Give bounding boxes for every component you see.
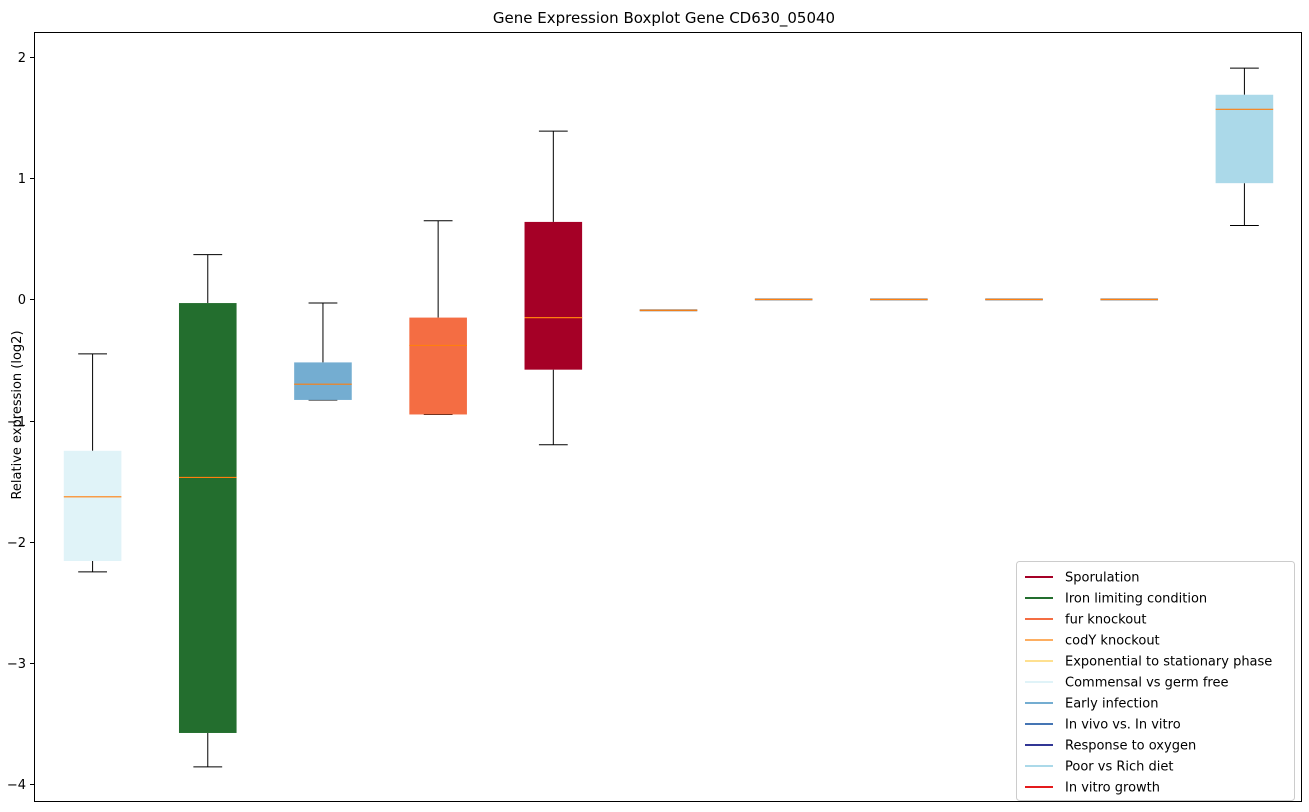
box-group bbox=[409, 220, 467, 415]
legend-label: Poor vs Rich diet bbox=[1065, 760, 1173, 775]
legend-label: In vitro growth bbox=[1065, 781, 1160, 796]
y-tick-label: 0 bbox=[18, 293, 26, 308]
y-axis-title: Relative expression (log2) bbox=[10, 330, 25, 499]
y-tick-label: −3 bbox=[7, 657, 26, 672]
legend: Sporulation Iron limiting condition fur kn… bbox=[1016, 561, 1295, 801]
box-body bbox=[524, 221, 583, 370]
box-group bbox=[754, 298, 813, 301]
box-group bbox=[639, 309, 698, 312]
legend-label: Early infection bbox=[1065, 697, 1158, 712]
y-tick-label: −1 bbox=[7, 415, 26, 430]
y-tick-label: 2 bbox=[18, 51, 26, 66]
box-group bbox=[985, 298, 1043, 301]
box-group bbox=[63, 353, 122, 573]
boxes-layer bbox=[63, 67, 1274, 768]
y-tick-label: 1 bbox=[18, 172, 26, 187]
legend-label: Commensal vs germ free bbox=[1065, 676, 1228, 691]
legend-frame bbox=[1016, 561, 1295, 801]
legend-label: Exponential to stationary phase bbox=[1065, 655, 1272, 670]
box-group bbox=[294, 302, 352, 401]
box-body bbox=[294, 362, 352, 400]
box-group bbox=[524, 130, 583, 446]
legend-label: Iron limiting condition bbox=[1065, 592, 1207, 607]
box-body bbox=[409, 317, 467, 415]
box-body bbox=[178, 303, 237, 733]
legend-label: Sporulation bbox=[1065, 571, 1140, 586]
box-body bbox=[1215, 94, 1274, 184]
box-group bbox=[870, 298, 928, 301]
y-tick-label: −4 bbox=[7, 778, 26, 793]
chart-title: Gene Expression Boxplot Gene CD630_05040 bbox=[493, 9, 835, 28]
plot-frame bbox=[34, 32, 1302, 802]
legend-label: In vivo vs. In vitro bbox=[1065, 718, 1181, 733]
box-group bbox=[1215, 67, 1274, 227]
legend-label: fur knockout bbox=[1065, 613, 1147, 628]
box-group bbox=[178, 254, 237, 768]
legend-label: Response to oxygen bbox=[1065, 739, 1196, 754]
legend-label: codY knockout bbox=[1065, 634, 1160, 649]
y-axis: −4 −3 −2 −1 0 1 2 bbox=[7, 51, 35, 793]
box-body bbox=[63, 450, 122, 562]
box-group bbox=[1100, 298, 1159, 301]
y-tick-label: −2 bbox=[7, 536, 26, 551]
